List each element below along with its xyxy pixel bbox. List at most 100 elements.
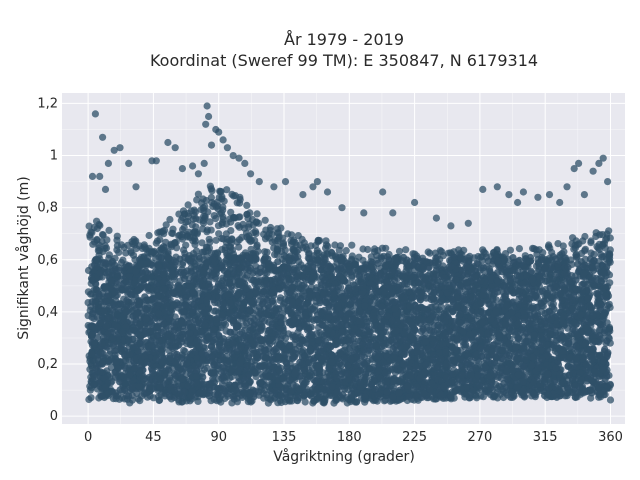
scatter-point (605, 227, 613, 235)
scatter-point (212, 203, 220, 211)
scatter-point (592, 229, 600, 237)
scatter-point (191, 241, 199, 249)
scatter-point (261, 216, 269, 224)
scatter-point (273, 247, 281, 255)
scatter-point (235, 223, 243, 231)
scatter-point (162, 221, 170, 229)
scatter-point (506, 246, 514, 254)
scatter-point (247, 245, 255, 253)
scatter-point (207, 185, 215, 193)
scatter-point (98, 231, 107, 239)
scatter-point (253, 241, 261, 249)
scatter-point (515, 245, 524, 253)
scatter-point (231, 192, 239, 200)
scatter-point (548, 248, 556, 257)
scatter-point (426, 249, 434, 257)
scatter-point (579, 237, 587, 245)
scatter-point (314, 238, 322, 246)
scatter-point (184, 201, 192, 209)
scatter-point (290, 247, 298, 255)
scatter-point (602, 255, 611, 263)
chart-title-line2: Koordinat (Sweref 99 TM): E 350847, N 61… (150, 51, 538, 70)
scatter-point (606, 396, 615, 404)
scatter-point (594, 244, 602, 252)
scatter-point (554, 240, 562, 248)
scatter-point (231, 214, 239, 222)
scatter-point (493, 384, 501, 392)
scatter-points (84, 102, 615, 407)
scatter-point (206, 238, 214, 246)
scatter-point (176, 231, 184, 239)
scatter-point (113, 242, 121, 250)
scatter-point (342, 247, 350, 255)
scatter-point (479, 246, 487, 254)
scatter-point (212, 236, 220, 244)
scatter-point (190, 206, 198, 214)
scatter-point (245, 220, 253, 228)
scatter-point (214, 222, 223, 230)
scatter-point (86, 233, 94, 241)
scatter-point (254, 247, 262, 255)
scatter-point (227, 208, 235, 216)
scatter-point (203, 364, 211, 372)
scatter-point (193, 196, 201, 204)
scatter-point (145, 231, 153, 240)
scatter-point (244, 214, 252, 222)
scatter-point (364, 245, 372, 254)
scatter-point (160, 243, 168, 251)
scatter-point (359, 256, 367, 264)
scatter-point (320, 398, 328, 406)
scatter-point (444, 249, 452, 257)
scatter-point (288, 231, 296, 239)
scatter-point (398, 314, 406, 322)
scatter-point (86, 357, 94, 365)
scatter-point (348, 241, 356, 249)
scatter-point (244, 398, 252, 406)
scatter-point (113, 236, 121, 244)
scatter-point (301, 398, 309, 406)
scatter-point (155, 396, 164, 404)
scatter-point (235, 243, 243, 251)
scatter-point (581, 245, 590, 253)
scatter-point (219, 213, 227, 221)
scatter-point (99, 247, 107, 255)
scatter-point (207, 226, 215, 234)
scatter-point (371, 245, 379, 253)
scatter-point (215, 230, 223, 238)
scatter-point (243, 201, 251, 209)
scatter-point (260, 230, 268, 238)
scatter-point (280, 242, 288, 250)
scatter-point (223, 186, 231, 194)
scatter-point (105, 251, 113, 259)
scatter-point (450, 248, 458, 256)
scatter-point (227, 227, 235, 235)
scatter-point (206, 218, 214, 226)
scatter-point (204, 247, 212, 255)
scatter-point (90, 223, 98, 231)
scatter-point (222, 220, 230, 228)
scatter-point (352, 257, 360, 265)
scatter-point (182, 241, 190, 249)
scatter-point (330, 399, 338, 407)
scatter-point (93, 235, 101, 244)
scatter-point (212, 215, 220, 223)
scatter-point (253, 210, 261, 218)
scatter-point (153, 237, 161, 245)
scatter-point (233, 199, 241, 207)
scatter-point (194, 190, 202, 198)
scatter-point (105, 226, 113, 234)
scatter-point (228, 236, 236, 244)
scatter-point (529, 244, 537, 252)
chart-title-line1: År 1979 - 2019 (284, 30, 404, 49)
scatter-point (227, 243, 235, 251)
scatter-point (294, 232, 302, 240)
scatter-point (263, 248, 271, 256)
scatter-point (322, 244, 330, 252)
scatter-point (202, 196, 210, 205)
scatter-point (431, 249, 440, 257)
scatter-point (168, 229, 176, 237)
scatter-point (126, 399, 134, 407)
scatter-point (331, 241, 339, 249)
scatter-point (569, 234, 577, 242)
